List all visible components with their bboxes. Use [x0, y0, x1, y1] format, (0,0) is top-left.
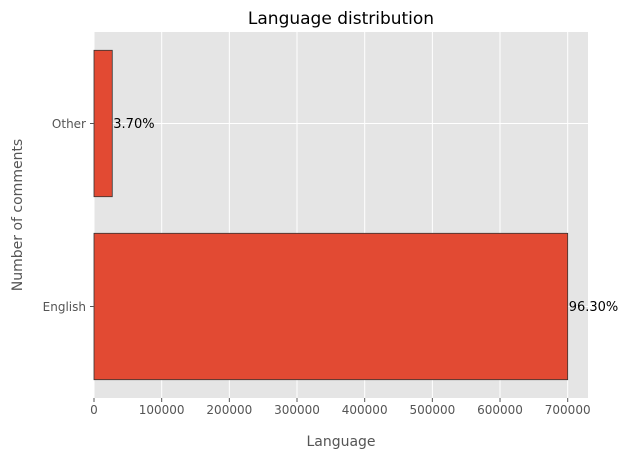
y-tick-label-other: Other — [52, 117, 86, 131]
x-tick-label-7: 700000 — [545, 403, 591, 417]
chart-title: Language distribution — [248, 9, 434, 29]
bars — [93, 49, 569, 381]
data-labels: 96.30% 3.70% — [113, 117, 618, 315]
x-tick-label-0: 0 — [90, 403, 98, 417]
bar-other — [93, 49, 113, 198]
data-label-english: 96.30% — [569, 300, 619, 315]
data-label-other: 3.70% — [113, 117, 154, 132]
x-tick-label-4: 400000 — [342, 403, 388, 417]
y-tick-label-english: English — [43, 300, 86, 314]
x-tick-label-2: 200000 — [206, 403, 252, 417]
bar-english — [93, 232, 569, 381]
y-axis-ticks: English Other — [43, 117, 94, 314]
y-axis-label: Number of comments — [10, 139, 26, 291]
x-tick-label-3: 300000 — [274, 403, 320, 417]
x-tick-label-5: 500000 — [409, 403, 455, 417]
x-axis-label: Language — [306, 434, 375, 450]
x-tick-label-1: 100000 — [139, 403, 185, 417]
x-tick-label-6: 600000 — [477, 403, 523, 417]
x-axis-ticks: 0 100000 200000 300000 400000 500000 600000 700… — [90, 398, 591, 417]
